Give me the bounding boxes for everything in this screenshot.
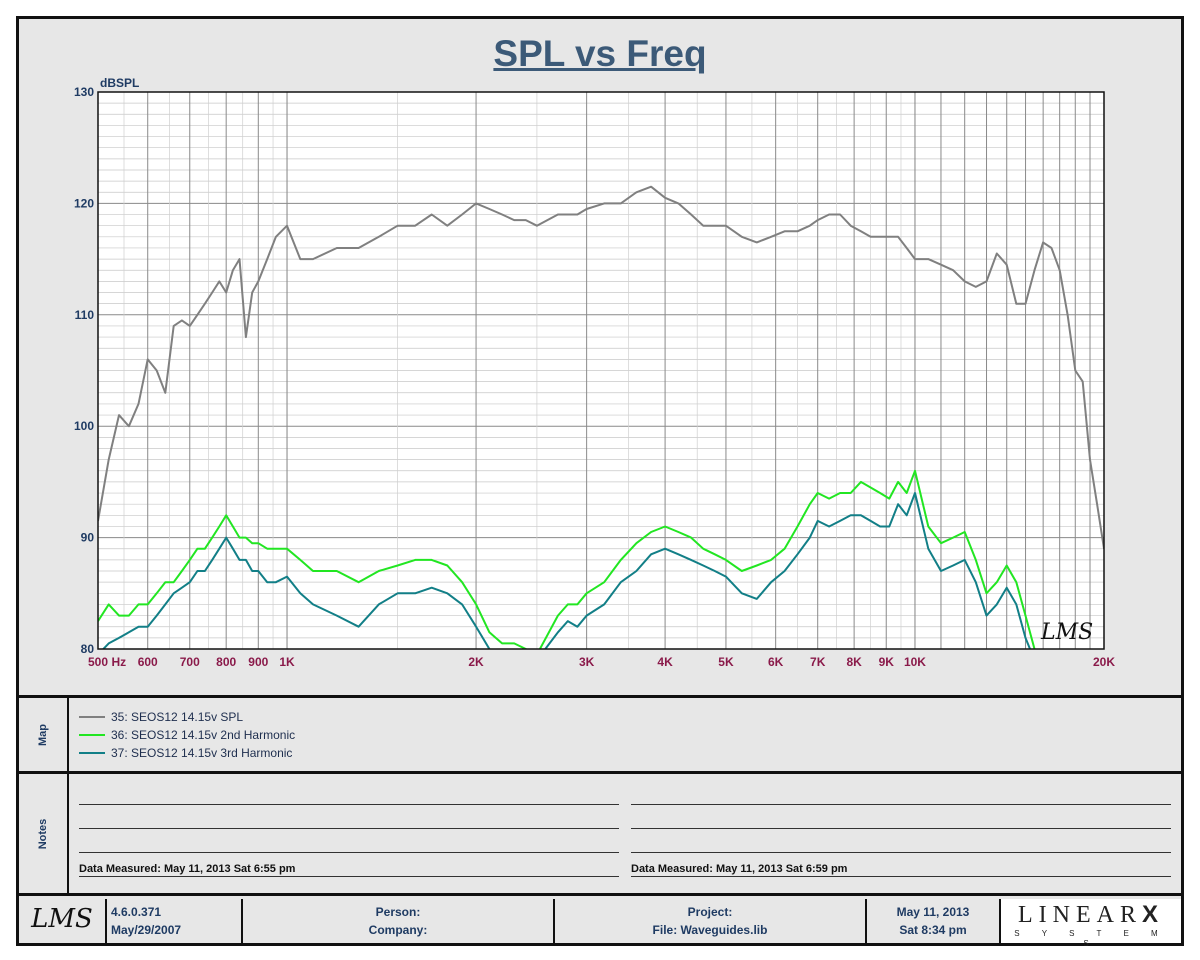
x-tick-label: 1K xyxy=(279,655,295,669)
project-cell: Project: File: Waveguides.lib xyxy=(555,899,867,943)
x-tick-label: 3K xyxy=(579,655,595,669)
series-line-1 xyxy=(98,469,1037,649)
note-line xyxy=(79,852,619,853)
note-line xyxy=(631,852,1171,853)
file-label: File: Waveguides.lib xyxy=(652,923,768,937)
separator xyxy=(19,771,1181,774)
y-tick-label: 130 xyxy=(74,85,94,99)
date-cell: May 11, 2013 Sat 8:34 pm xyxy=(867,899,1001,943)
x-unit-label: Hz xyxy=(112,655,127,669)
legend-item-spl: 35: SEOS12 14.15v SPL xyxy=(79,710,243,724)
series-line-0 xyxy=(98,185,1104,549)
chart-title: SPL vs Freq xyxy=(493,33,707,74)
spl-frequency-chart: 80 90 100 110 120 130 dBSPL 500 600 700 800 900 1K 2K… xyxy=(74,76,1115,669)
legend-swatch xyxy=(79,716,105,718)
legend-item-3rd-harmonic: 37: SEOS12 14.15v 3rd Harmonic xyxy=(79,746,292,760)
version-number: 4.6.0.371 xyxy=(111,905,162,919)
brand-name: LINEAR xyxy=(1018,902,1142,928)
legend-item-2nd-harmonic: 36: SEOS12 14.15v 2nd Harmonic xyxy=(79,728,295,742)
x-tick-label: 8K xyxy=(846,655,862,669)
x-tick-label: 5K xyxy=(718,655,734,669)
lms-watermark: LMS xyxy=(1040,620,1093,645)
right-data-measured: Data Measured: May 11, 2013 Sat 6:59 pm xyxy=(631,863,848,875)
note-line xyxy=(631,804,1171,805)
version-date: May/29/2007 xyxy=(111,923,182,937)
person-cell: Person: Company: xyxy=(243,899,555,943)
version-cell: 4.6.0.371 May/29/2007 xyxy=(107,899,243,943)
lms-logo-cell: LMS xyxy=(19,899,107,943)
map-label-box: Map xyxy=(19,698,69,771)
legend-label: 35: SEOS12 14.15v SPL xyxy=(111,710,244,724)
brand-cell: LINEARX S Y S T E M S xyxy=(1001,899,1181,948)
project-label: Project: xyxy=(687,905,733,919)
note-line xyxy=(631,876,1171,877)
x-tick-label: 9K xyxy=(879,655,895,669)
report-frame: SPL vs Freq 80 90 100 110 120 130 dBSPL 500 600 7… xyxy=(16,16,1184,948)
brand-subtitle: S Y S T E M S xyxy=(1014,929,1168,948)
notes-label-box: Notes xyxy=(19,774,69,893)
y-tick-label: 80 xyxy=(81,642,95,656)
note-line xyxy=(79,876,619,877)
map-section: Map 35: SEOS12 14.15v SPL 36: SEOS12 14.… xyxy=(19,698,1181,771)
x-tick-label: 2K xyxy=(468,655,484,669)
y-tick-label: 90 xyxy=(81,531,95,545)
left-data-measured: Data Measured: May 11, 2013 Sat 6:55 pm xyxy=(79,863,296,875)
plot-border xyxy=(97,91,1105,650)
legend-label: 37: SEOS12 14.15v 3rd Harmonic xyxy=(111,746,293,760)
separator xyxy=(19,695,1181,698)
x-tick-label: 800 xyxy=(216,655,236,669)
series-line-2 xyxy=(101,492,1032,649)
x-tick-label: 20K xyxy=(1093,655,1115,669)
y-axis-label: dBSPL xyxy=(100,76,139,90)
legend-label: 36: SEOS12 14.15v 2nd Harmonic xyxy=(111,728,296,742)
y-tick-label: 120 xyxy=(74,196,94,210)
separator xyxy=(19,893,1181,896)
print-time: Sat 8:34 pm xyxy=(899,923,967,937)
print-date: May 11, 2013 xyxy=(896,905,970,919)
note-line xyxy=(79,828,619,829)
notes-label: Notes xyxy=(37,818,49,849)
company-label: Company: xyxy=(368,923,428,937)
x-tick-label: 700 xyxy=(180,655,200,669)
x-tick-label: 500 xyxy=(88,655,108,669)
legend-swatch xyxy=(79,752,105,754)
map-label: Map xyxy=(37,723,49,746)
x-tick-label: 600 xyxy=(138,655,158,669)
y-tick-label: 100 xyxy=(74,419,94,433)
brand-x: X xyxy=(1141,901,1164,928)
note-line xyxy=(631,828,1171,829)
y-tick-label: 110 xyxy=(75,308,95,322)
x-tick-label: 900 xyxy=(248,655,268,669)
linearx-logo: LINEARX xyxy=(1001,899,1181,929)
x-tick-label: 4K xyxy=(657,655,673,669)
notes-section: Notes Data Measured: May 11, 2013 Sat 6:… xyxy=(19,774,1181,893)
chart-panel: SPL vs Freq 80 90 100 110 120 130 dBSPL 500 600 7… xyxy=(19,19,1181,695)
lms-logo: LMS xyxy=(31,904,93,934)
x-tick-label: 7K xyxy=(810,655,826,669)
x-tick-label: 6K xyxy=(768,655,784,669)
x-tick-label: 10K xyxy=(904,655,926,669)
person-label: Person: xyxy=(375,905,421,919)
note-line xyxy=(79,804,619,805)
legend-swatch xyxy=(79,734,105,736)
